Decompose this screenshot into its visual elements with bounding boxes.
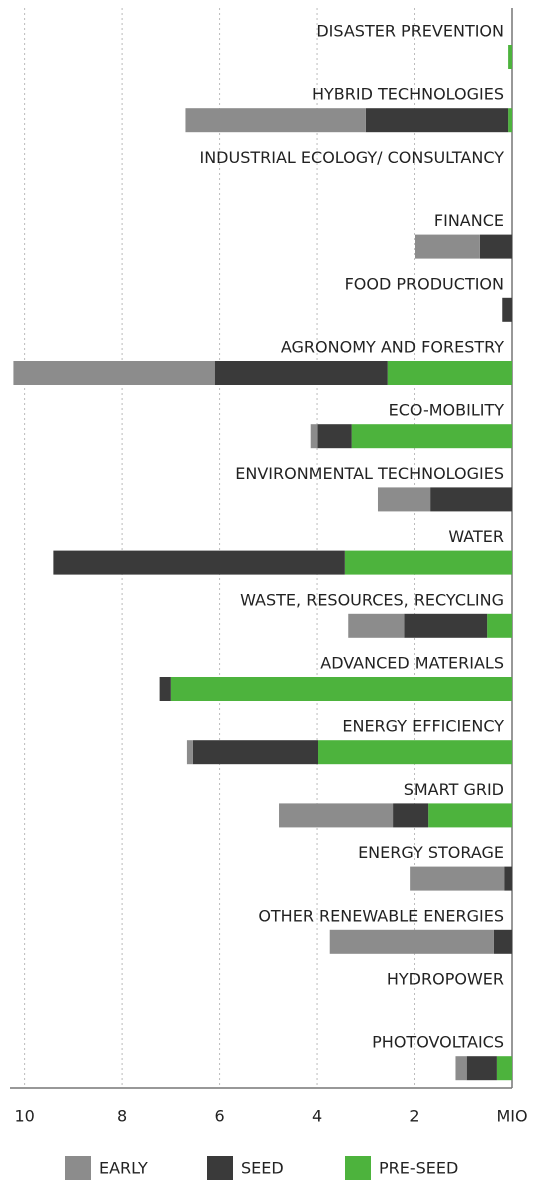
x-tick-label: 8 — [117, 1107, 127, 1126]
category-label: SMART GRID — [404, 780, 504, 799]
bar-segment — [344, 550, 512, 575]
x-tick-label: 4 — [312, 1107, 322, 1126]
x-tick-label: 6 — [214, 1107, 224, 1126]
bar-segment — [159, 677, 171, 701]
bar-segment — [317, 424, 352, 449]
legend-swatch — [345, 1156, 371, 1180]
bar-segment — [185, 108, 366, 133]
category-label: OTHER RENEWABLE ENERGIES — [258, 906, 504, 925]
category-label: AGRONOMY AND FORESTRY — [281, 338, 504, 357]
bar-segment — [318, 740, 512, 765]
bar-segment — [404, 613, 488, 638]
bar-segment — [504, 866, 512, 891]
bar-segment — [279, 803, 394, 828]
category-label: FOOD PRODUCTION — [345, 274, 504, 293]
bar-segment — [214, 361, 388, 385]
bar-segment — [496, 1056, 512, 1081]
bar-segment — [487, 613, 512, 638]
bar-segment — [387, 361, 512, 385]
bar-segment — [502, 297, 512, 322]
category-label: WASTE, RESOURCES, RECYCLING — [240, 590, 504, 609]
category-label: ENERGY EFFICIENCY — [342, 717, 504, 736]
category-label: ECO-MOBILITY — [389, 401, 505, 420]
legend-swatch — [207, 1156, 233, 1180]
bar-segment — [493, 929, 512, 954]
category-label: HYDROPOWER — [387, 970, 504, 989]
x-tick-label: 2 — [409, 1107, 419, 1126]
bar-segment — [192, 740, 319, 765]
bar-segment — [53, 550, 345, 575]
bar-segment — [466, 1056, 497, 1081]
bar-segment — [479, 234, 512, 259]
bar-segment — [186, 740, 193, 765]
bar-segment — [415, 234, 480, 259]
bar-segment — [508, 45, 512, 69]
bar-segment — [329, 929, 494, 954]
category-label: WATER — [448, 527, 504, 546]
legend-label: SEED — [241, 1159, 284, 1178]
bar-segment — [508, 108, 512, 133]
bar-segment — [430, 487, 512, 512]
category-label: HYBRID TECHNOLOGIES — [312, 85, 504, 104]
category-label: INDUSTRIAL ECOLOGY/ CONSULTANCY — [199, 148, 504, 167]
bar-segment — [351, 424, 512, 449]
x-tick-label: MIO — [496, 1107, 527, 1126]
x-tick-label: 10 — [14, 1107, 34, 1126]
bar-segment — [348, 613, 405, 638]
bar-segment — [377, 487, 431, 512]
bar-segment — [455, 1056, 467, 1081]
legend-label: EARLY — [99, 1159, 148, 1178]
category-label: ENERGY STORAGE — [358, 843, 504, 862]
bar-segment — [393, 803, 429, 828]
bar-segment — [410, 866, 505, 891]
bar-segment — [13, 361, 215, 385]
bar-segment — [170, 677, 512, 701]
legend-label: PRE-SEED — [379, 1159, 458, 1178]
category-label: DISASTER PREVENTION — [316, 22, 504, 41]
category-label: FINANCE — [434, 211, 504, 230]
category-label: ADVANCED MATERIALS — [320, 654, 504, 673]
category-label: PHOTOVOLTAICS — [372, 1033, 504, 1052]
bar-segment — [428, 803, 512, 828]
legend-swatch — [65, 1156, 91, 1180]
bar-segment — [310, 424, 318, 449]
category-label: ENVIRONMENTAL TECHNOLOGIES — [235, 464, 504, 483]
bar-segment — [365, 108, 509, 133]
